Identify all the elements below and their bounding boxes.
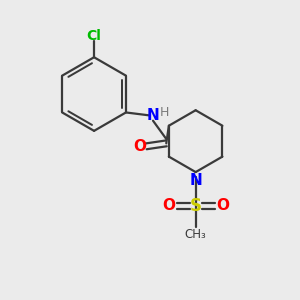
Text: CH₃: CH₃ xyxy=(185,228,206,241)
Text: N: N xyxy=(147,108,159,123)
Text: O: O xyxy=(133,139,146,154)
Text: O: O xyxy=(217,198,230,213)
Text: S: S xyxy=(190,197,202,215)
Text: H: H xyxy=(160,106,169,119)
Text: O: O xyxy=(162,198,175,213)
Text: N: N xyxy=(190,173,203,188)
Text: Cl: Cl xyxy=(87,29,101,43)
